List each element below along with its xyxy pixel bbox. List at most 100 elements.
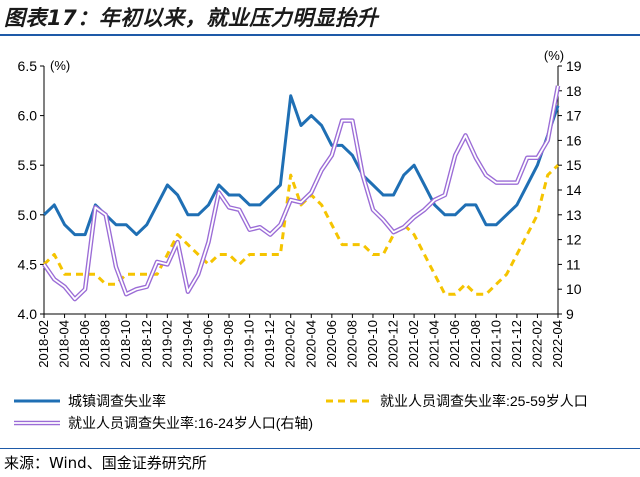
data-point xyxy=(495,223,498,226)
data-point xyxy=(557,104,560,107)
data-point xyxy=(228,253,231,256)
data-point xyxy=(197,213,200,216)
data-point xyxy=(176,193,179,196)
data-point xyxy=(197,273,200,276)
x-tick-label: 2021-06 xyxy=(447,320,462,368)
right-tick-label: 11 xyxy=(566,256,581,272)
data-point xyxy=(145,223,148,226)
legend-label-prime-age: 就业人员调查失业率:25-59岁人口 xyxy=(380,393,588,409)
data-point xyxy=(443,293,446,296)
data-point xyxy=(114,283,117,286)
x-tick-label: 2018-04 xyxy=(57,320,72,368)
data-point xyxy=(402,174,405,177)
x-tick-label: 2019-10 xyxy=(242,320,257,368)
data-point xyxy=(310,114,313,117)
data-point xyxy=(63,285,66,288)
data-point xyxy=(269,193,272,196)
data-point xyxy=(289,94,292,97)
line-chart: 4.04.55.05.56.06.5910111213141516171819(… xyxy=(14,48,588,431)
right-tick-label: 16 xyxy=(566,132,582,148)
right-axis-unit: (%) xyxy=(544,48,564,63)
data-point xyxy=(186,290,189,293)
data-point xyxy=(279,184,282,187)
data-point xyxy=(300,124,303,127)
data-point xyxy=(217,253,220,256)
left-tick-label: 5.0 xyxy=(18,207,38,223)
data-point xyxy=(258,226,261,229)
data-point xyxy=(371,208,374,211)
data-point xyxy=(156,260,159,263)
data-point xyxy=(371,253,374,256)
x-tick-label: 2018-10 xyxy=(118,320,133,368)
data-point xyxy=(464,283,467,286)
left-tick-label: 4.0 xyxy=(18,306,38,322)
chart-legend: 城镇调查失业率 就业人员调查失业率:25-59岁人口就业人员调查失业率:16-24… xyxy=(14,393,588,431)
right-tick-label: 9 xyxy=(566,306,574,322)
data-point xyxy=(73,298,76,301)
data-point xyxy=(351,119,354,122)
data-point xyxy=(238,193,241,196)
x-tick-label: 2019-04 xyxy=(180,320,195,368)
x-tick-label: 2018-12 xyxy=(139,320,154,368)
data-point xyxy=(454,154,457,157)
chart-title: 图表17：年初以来，就业压力明显抬升 xyxy=(4,6,379,30)
data-point xyxy=(382,193,385,196)
data-point xyxy=(402,226,405,229)
data-point xyxy=(423,253,426,256)
data-point xyxy=(485,223,488,226)
left-tick-label: 5.5 xyxy=(18,157,38,173)
data-point xyxy=(474,293,477,296)
right-tick-label: 13 xyxy=(566,207,582,223)
data-point xyxy=(53,253,56,256)
data-point xyxy=(392,231,395,234)
data-point xyxy=(156,273,159,276)
data-point xyxy=(413,164,416,167)
data-point xyxy=(73,273,76,276)
data-point xyxy=(63,273,66,276)
data-point xyxy=(351,154,354,157)
source-divider xyxy=(0,448,640,449)
data-point xyxy=(515,253,518,256)
data-point xyxy=(217,184,220,187)
data-point xyxy=(536,164,539,167)
x-tick-label: 2022-02 xyxy=(529,320,544,368)
x-tick-label: 2019-02 xyxy=(159,320,174,368)
data-point xyxy=(207,241,210,244)
data-point xyxy=(505,181,508,184)
data-point xyxy=(310,191,313,194)
data-point xyxy=(269,233,272,236)
data-point xyxy=(186,213,189,216)
right-tick-label: 12 xyxy=(566,232,582,248)
series-youth-line-outer xyxy=(42,85,561,302)
data-point xyxy=(485,293,488,296)
data-point xyxy=(135,233,138,236)
left-axis-unit: (%) xyxy=(50,58,70,73)
data-point xyxy=(166,184,169,187)
left-tick-label: 6.0 xyxy=(18,108,38,124)
data-point xyxy=(371,184,374,187)
data-point xyxy=(505,273,508,276)
data-point xyxy=(443,213,446,216)
series-urban-line xyxy=(42,94,560,237)
data-point xyxy=(84,233,87,236)
data-point xyxy=(135,273,138,276)
data-point xyxy=(536,156,539,159)
x-tick-label: 2021-04 xyxy=(427,320,442,368)
data-point xyxy=(135,288,138,291)
x-tick-label: 2020-06 xyxy=(324,320,339,368)
source-note: 来源：Wind、国金证券研究所 xyxy=(4,454,207,472)
x-tick-label: 2021-02 xyxy=(406,320,421,368)
x-tick-label: 2022-04 xyxy=(550,320,565,368)
data-point xyxy=(341,119,344,122)
data-point xyxy=(454,293,457,296)
data-point xyxy=(145,285,148,288)
legend-label-youth: 就业人员调查失业率:16-24岁人口(右轴) xyxy=(68,415,313,431)
data-point xyxy=(258,253,261,256)
data-point xyxy=(526,233,529,236)
data-point xyxy=(289,174,292,177)
data-point xyxy=(197,253,200,256)
data-point xyxy=(258,203,261,206)
data-point xyxy=(474,156,477,159)
data-point xyxy=(125,273,128,276)
data-point xyxy=(176,233,179,236)
